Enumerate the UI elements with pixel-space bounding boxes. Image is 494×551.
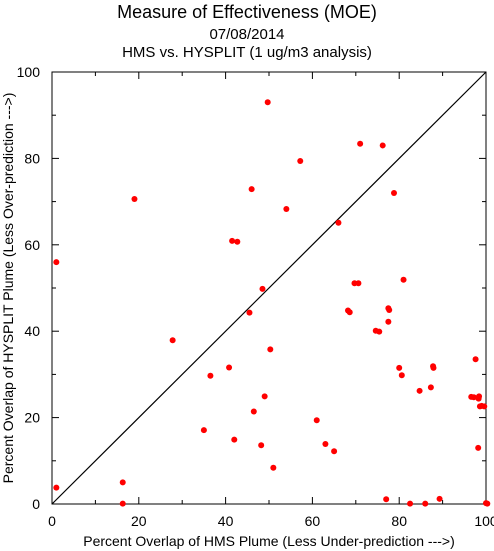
data-point	[131, 196, 138, 203]
data-point	[476, 393, 483, 400]
y-tick-label: 100	[17, 64, 41, 80]
x-tick-label: 80	[391, 513, 407, 529]
data-point	[229, 237, 236, 244]
data-point	[396, 364, 403, 371]
data-point	[119, 479, 126, 486]
x-tick-label: 0	[48, 513, 56, 529]
data-point	[231, 436, 238, 443]
data-point	[261, 393, 268, 400]
y-tick-label: 40	[24, 323, 40, 339]
chart-title: Measure of Effectiveness (MOE)	[117, 2, 377, 22]
y-tick-label: 20	[24, 410, 40, 426]
ticks-layer: 0 20 40 60 80 100 0 20 40 60 80 100	[17, 64, 494, 529]
data-point	[207, 372, 214, 379]
data-point	[283, 205, 290, 212]
data-point	[383, 496, 390, 503]
data-point	[313, 417, 320, 424]
data-point	[226, 364, 233, 371]
data-point	[267, 346, 274, 353]
data-point	[259, 285, 266, 292]
x-tick-label: 100	[474, 513, 494, 529]
y-tick-label: 80	[24, 150, 40, 166]
data-point	[386, 307, 393, 314]
data-point	[484, 500, 491, 507]
data-point	[169, 337, 176, 344]
data-point	[331, 448, 338, 455]
data-point	[270, 464, 277, 471]
data-point	[119, 500, 126, 507]
data-point	[472, 356, 479, 363]
data-point	[357, 140, 364, 147]
chart-date: 07/08/2014	[209, 26, 285, 43]
data-point	[376, 328, 383, 335]
data-point	[430, 364, 437, 371]
data-point	[234, 238, 241, 245]
data-point	[398, 372, 405, 379]
data-point	[335, 219, 342, 226]
x-tick-label: 20	[131, 513, 147, 529]
data-point	[379, 142, 386, 149]
x-axis-label: Percent Overlap of HMS Plume (Less Under…	[83, 533, 455, 549]
data-point	[422, 500, 429, 507]
data-point	[427, 384, 434, 391]
data-point	[53, 484, 60, 491]
x-tick-label: 40	[218, 513, 234, 529]
x-tick-label: 60	[305, 513, 321, 529]
data-point	[481, 403, 488, 410]
data-point	[264, 99, 271, 106]
chart-subtitle: HMS vs. HYSPLIT (1 ug/m3 analysis)	[122, 44, 372, 61]
data-point	[53, 259, 60, 266]
reference-diagonal-line	[51, 71, 487, 505]
data-point	[390, 189, 397, 196]
data-point	[436, 495, 443, 502]
data-point	[470, 394, 477, 401]
data-point	[355, 280, 362, 287]
data-point	[475, 444, 482, 451]
data-point	[246, 309, 253, 316]
points-layer	[53, 99, 491, 507]
data-point	[346, 309, 353, 316]
data-point	[385, 318, 392, 325]
y-axis-label: Percent Overlap of HYSPLIT Plume (Less O…	[0, 93, 16, 484]
data-point	[258, 442, 265, 449]
data-point	[407, 500, 414, 507]
data-point	[250, 408, 257, 415]
data-point	[248, 186, 255, 193]
data-point	[297, 157, 304, 164]
data-point	[322, 440, 329, 447]
data-point	[200, 427, 207, 434]
data-point	[400, 276, 407, 283]
y-tick-label: 60	[24, 237, 40, 253]
y-tick-label: 0	[32, 496, 40, 512]
data-point	[416, 387, 423, 394]
